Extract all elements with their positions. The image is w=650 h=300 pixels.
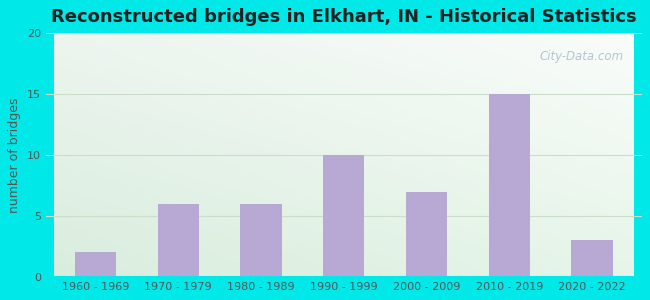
Y-axis label: number of bridges: number of bridges: [8, 98, 21, 213]
Bar: [571, 240, 613, 277]
Bar: [323, 155, 365, 277]
Bar: [489, 94, 530, 277]
Bar: [406, 192, 447, 277]
Title: Reconstructed bridges in Elkhart, IN - Historical Statistics: Reconstructed bridges in Elkhart, IN - H…: [51, 8, 636, 26]
Bar: [157, 204, 199, 277]
Bar: [240, 204, 281, 277]
Text: City-Data.com: City-Data.com: [540, 50, 624, 64]
Bar: [75, 253, 116, 277]
